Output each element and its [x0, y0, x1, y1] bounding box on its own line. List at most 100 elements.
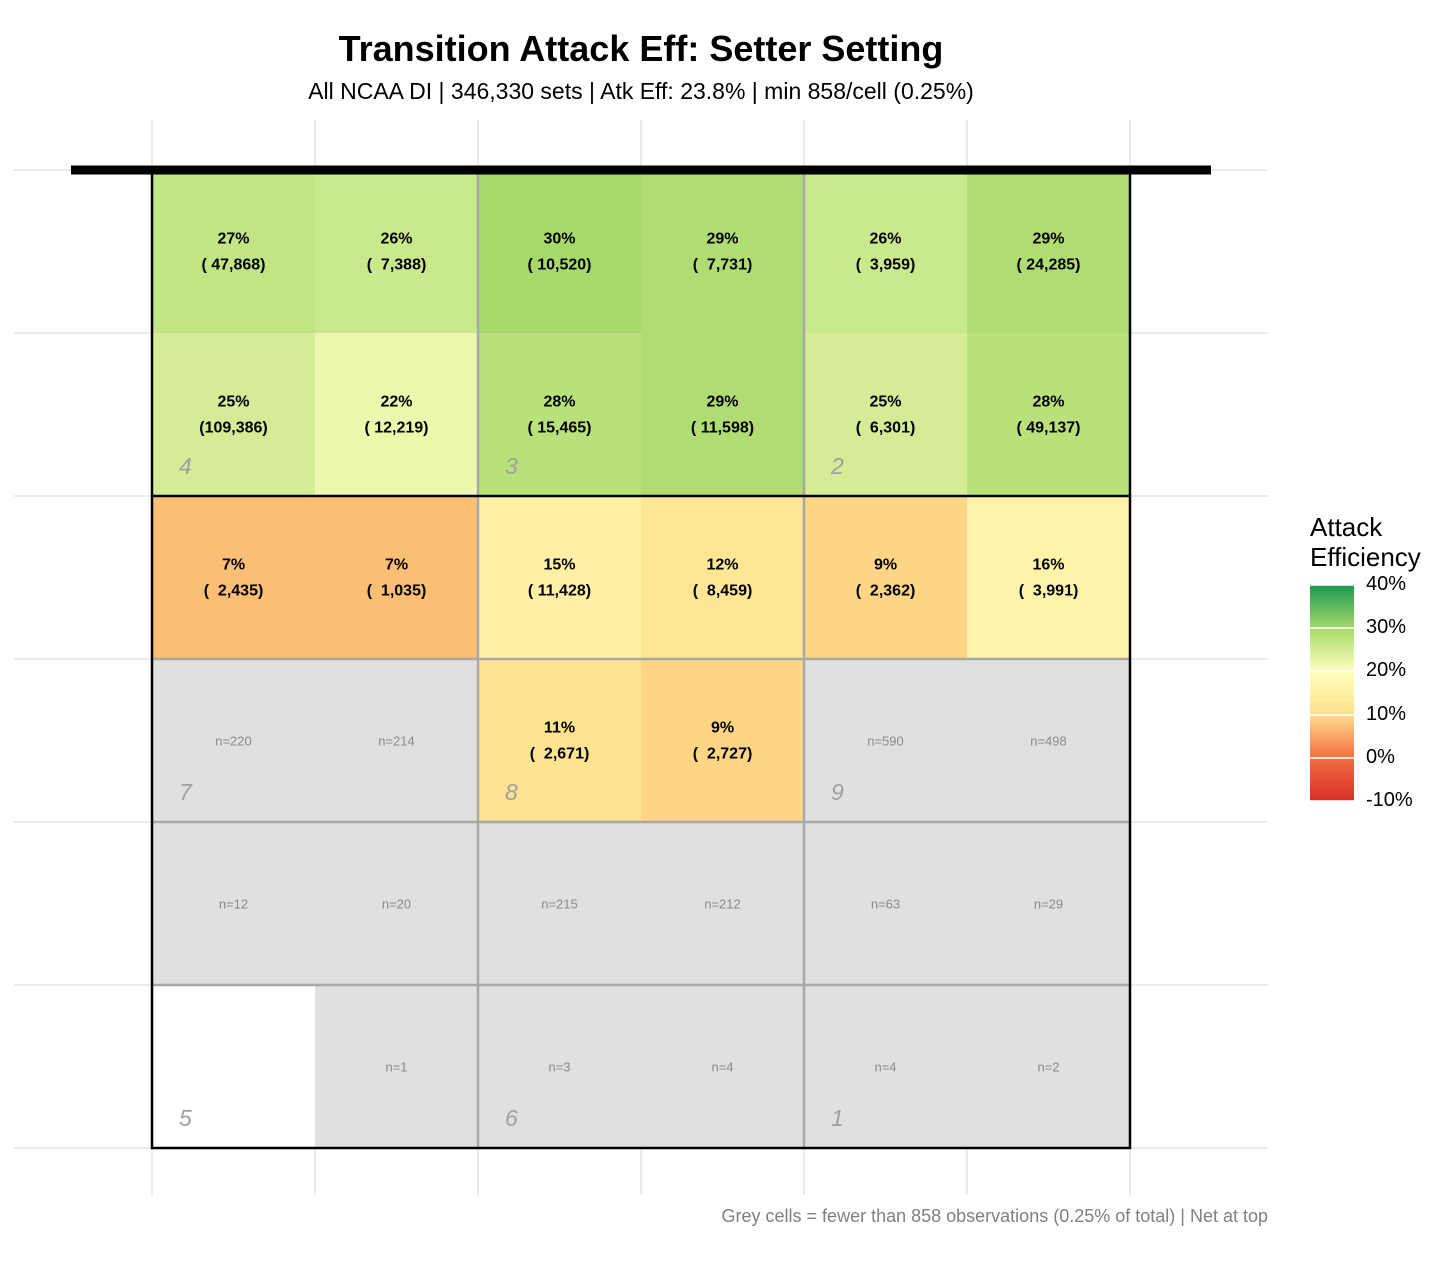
cell-efficiency-label: 26%	[380, 231, 412, 248]
legend-tick-label: 20%	[1366, 659, 1407, 682]
heatmap-cell	[804, 659, 967, 822]
cell-count-label: n=20	[382, 897, 411, 912]
cell-count-label: (109,386)	[199, 420, 268, 437]
chart-subtitle: All NCAA DI | 346,330 sets | Atk Eff: 23…	[308, 78, 974, 104]
heatmap-cell	[315, 333, 478, 496]
legend-title: Attack Efficiency	[1310, 512, 1421, 572]
cell-count-label: ( 3,991)	[1019, 583, 1079, 600]
cell-count-label: n=214	[378, 734, 415, 749]
zone-label: 8	[505, 779, 518, 805]
legend-tick-mark	[1310, 627, 1354, 630]
heatmap-cell	[152, 333, 315, 496]
cell-count-label: ( 7,731)	[693, 257, 753, 274]
heatmap-cell	[804, 333, 967, 496]
heatmap-cell	[478, 822, 641, 985]
cell-count-label: ( 10,520)	[527, 257, 591, 274]
cell-efficiency-label: 11%	[544, 720, 575, 737]
zone-label: 7	[179, 779, 193, 805]
heatmap-cell	[152, 659, 315, 822]
zone-label: 2	[830, 453, 844, 479]
heatmap-cell	[315, 659, 478, 822]
heatmap-cell	[152, 170, 315, 333]
heatmap-cell	[315, 822, 478, 985]
cell-count-label: n=3	[548, 1060, 570, 1075]
cell-count-label: ( 47,868)	[201, 257, 265, 274]
legend-tick-mark	[1310, 756, 1354, 759]
heatmap-cell	[967, 170, 1130, 333]
zone-label: 9	[831, 779, 844, 805]
cell-count-label: n=4	[874, 1060, 896, 1075]
cell-count-label: ( 49,137)	[1016, 420, 1080, 437]
cell-efficiency-label: 25%	[869, 394, 901, 411]
heatmap-cell	[478, 659, 641, 822]
cell-count-label: n=215	[541, 897, 578, 912]
legend-tick-label: 0%	[1366, 745, 1395, 768]
cell-efficiency-label: 9%	[711, 720, 734, 737]
cell-count-label: ( 8,459)	[693, 583, 753, 600]
heatmap-cell	[641, 496, 804, 659]
zone-label: 5	[179, 1105, 192, 1131]
cell-count-label: n=4	[711, 1060, 733, 1075]
cell-count-label: n=498	[1030, 734, 1067, 749]
heatmap-cell	[478, 496, 641, 659]
legend-tick-label: -10%	[1366, 789, 1413, 811]
cell-efficiency-label: 29%	[1032, 231, 1064, 248]
cell-count-label: ( 6,301)	[856, 420, 916, 437]
cell-efficiency-label: 25%	[217, 394, 249, 411]
cell-count-label: ( 1,035)	[367, 583, 427, 600]
legend-title-line2: Efficiency	[1310, 542, 1421, 572]
cell-efficiency-label: 27%	[217, 231, 249, 248]
heatmap-cell	[641, 659, 804, 822]
heatmap-cell	[967, 985, 1130, 1148]
cell-efficiency-label: 29%	[706, 231, 738, 248]
legend-title-line1: Attack	[1310, 512, 1383, 542]
heatmap-cell	[804, 496, 967, 659]
cell-count-label: ( 15,465)	[527, 420, 591, 437]
cell-count-label: ( 24,285)	[1016, 257, 1080, 274]
heatmap-cell	[478, 170, 641, 333]
heatmap-cell-empty	[152, 985, 315, 1148]
heatmap-cell	[967, 822, 1130, 985]
heatmap-cell	[804, 985, 967, 1148]
cell-count-label: n=1	[385, 1060, 407, 1075]
cell-count-label: n=212	[704, 897, 741, 912]
cell-count-label: ( 2,727)	[693, 746, 753, 763]
heatmap-cell	[967, 496, 1130, 659]
cell-count-label: ( 12,219)	[364, 420, 428, 437]
heatmap-cell	[641, 985, 804, 1148]
legend-tick-label: 40%	[1366, 573, 1407, 595]
heatmap-cell	[478, 333, 641, 496]
heatmap-cell	[478, 985, 641, 1148]
cell-efficiency-label: 7%	[222, 557, 245, 574]
cell-count-label: n=2	[1037, 1060, 1059, 1075]
cell-count-label: ( 2,435)	[204, 583, 264, 600]
heatmap-cell	[315, 496, 478, 659]
heatmap-cell	[967, 333, 1130, 496]
legend-tick-label: 10%	[1366, 702, 1407, 725]
cell-efficiency-label: 12%	[706, 557, 738, 574]
cell-count-label: ( 7,388)	[367, 257, 427, 274]
cell-efficiency-label: 28%	[543, 394, 575, 411]
cell-count-label: ( 11,428)	[528, 583, 591, 600]
cell-count-label: n=29	[1034, 897, 1063, 912]
heatmap-cell	[152, 496, 315, 659]
heatmap-cell	[641, 170, 804, 333]
zone-label: 3	[505, 453, 518, 479]
heatmap-cell	[641, 333, 804, 496]
cell-efficiency-label: 15%	[543, 557, 575, 574]
legend-colorbar	[1310, 585, 1354, 801]
heatmap-cell	[315, 170, 478, 333]
legend-tick-label: 30%	[1366, 616, 1407, 639]
cell-efficiency-label: 26%	[869, 231, 901, 248]
cell-count-label: ( 11,598)	[691, 420, 754, 437]
zone-label: 6	[505, 1105, 518, 1131]
cell-count-label: ( 3,959)	[856, 257, 916, 274]
legend-tick-mark	[1310, 800, 1354, 802]
legend-tick-mark	[1310, 670, 1354, 673]
chart-caption: Grey cells = fewer than 858 observations…	[721, 1206, 1268, 1226]
zone-label: 1	[831, 1105, 844, 1131]
zone-label: 4	[179, 453, 192, 479]
heatmap-cell	[804, 822, 967, 985]
cell-count-label: n=12	[219, 897, 248, 912]
heatmap-cell	[152, 822, 315, 985]
